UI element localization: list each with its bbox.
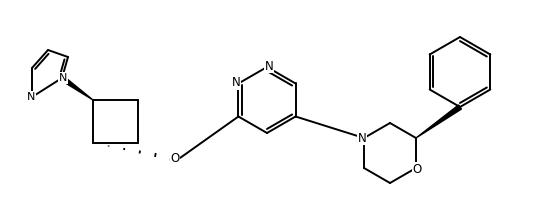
Text: O: O bbox=[412, 162, 422, 175]
Text: N: N bbox=[232, 76, 241, 89]
Polygon shape bbox=[60, 76, 93, 100]
Text: N: N bbox=[59, 73, 67, 83]
Text: O: O bbox=[170, 152, 179, 165]
Text: N: N bbox=[27, 92, 35, 102]
Text: O: O bbox=[170, 152, 179, 165]
Text: N: N bbox=[265, 60, 273, 73]
Text: N: N bbox=[27, 92, 35, 102]
Text: N: N bbox=[265, 60, 273, 73]
Text: N: N bbox=[232, 76, 241, 89]
Text: N: N bbox=[358, 131, 366, 145]
Text: N: N bbox=[358, 131, 366, 145]
Text: O: O bbox=[412, 162, 422, 175]
Text: N: N bbox=[59, 73, 67, 83]
Polygon shape bbox=[416, 105, 461, 138]
